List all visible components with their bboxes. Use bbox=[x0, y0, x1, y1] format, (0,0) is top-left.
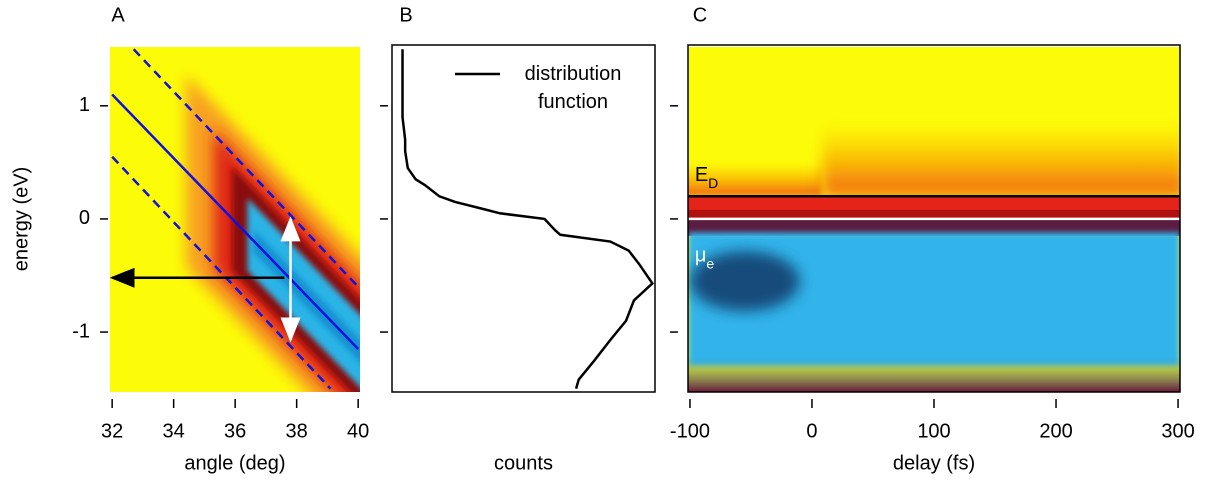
guide-line bbox=[132, 48, 360, 288]
annotation: ED bbox=[695, 164, 718, 190]
plot-frame bbox=[687, 44, 1181, 393]
x-tick-label: -100 bbox=[670, 420, 710, 442]
guide-line bbox=[111, 93, 360, 350]
y-tick-label: 0 bbox=[79, 207, 90, 229]
distribution-line bbox=[401, 49, 655, 389]
annotation-text: μ bbox=[695, 245, 707, 267]
heatmap-blob bbox=[689, 251, 800, 312]
x-tick-label: 100 bbox=[917, 420, 950, 442]
annotation-text: E bbox=[695, 164, 708, 186]
annotation-sub: e bbox=[706, 255, 714, 271]
heatmap-band bbox=[688, 218, 1180, 236]
annotation-sub: D bbox=[708, 175, 718, 191]
guide-line bbox=[111, 155, 332, 390]
heatmap-band bbox=[688, 354, 1180, 392]
x-tick-label: 36 bbox=[224, 420, 246, 442]
heatmap-band bbox=[821, 122, 1180, 197]
annotation: μe bbox=[695, 245, 715, 271]
heatmap bbox=[110, 47, 360, 392]
panel-label: B bbox=[399, 4, 412, 26]
y-tick-label: 1 bbox=[79, 94, 90, 116]
y-tick-label: -1 bbox=[72, 320, 90, 342]
plot-frame bbox=[391, 44, 656, 393]
x-tick-label: 32 bbox=[101, 420, 123, 442]
heatmap-band bbox=[688, 209, 1180, 219]
x-tick-label: 200 bbox=[1039, 420, 1072, 442]
x-tick-label: 300 bbox=[1161, 420, 1194, 442]
legend-label: distribution function bbox=[524, 63, 622, 113]
x-tick-label: 38 bbox=[286, 420, 308, 442]
x-tick-label: 40 bbox=[347, 420, 369, 442]
panel-label: A bbox=[111, 4, 125, 26]
x-tick-label: 34 bbox=[163, 420, 185, 442]
heatmap bbox=[688, 47, 1180, 392]
heatmap-band bbox=[688, 162, 822, 197]
panel-label: C bbox=[693, 4, 707, 26]
x-axis-title: angle (deg) bbox=[184, 452, 285, 474]
x-axis-title: delay (fs) bbox=[893, 452, 975, 474]
y-axis-title: energy (eV) bbox=[10, 167, 32, 272]
x-axis-title: counts bbox=[494, 452, 553, 474]
x-tick-label: 0 bbox=[806, 420, 817, 442]
